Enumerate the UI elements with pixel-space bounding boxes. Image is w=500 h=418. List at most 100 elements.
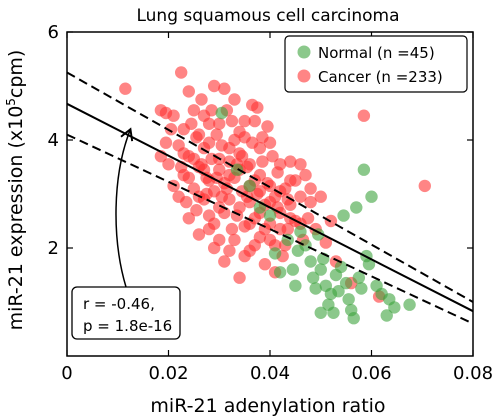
data-point (235, 150, 249, 163)
data-point (215, 106, 228, 120)
data-point (327, 306, 340, 319)
legend-marker-cancer (297, 69, 311, 83)
data-point (233, 201, 246, 214)
data-point (334, 260, 348, 274)
data-point (164, 123, 178, 136)
data-point (261, 177, 274, 190)
data-point (246, 98, 259, 112)
y-tick-label: 2 (48, 238, 59, 259)
data-point (286, 263, 300, 276)
annotation-arrow (115, 127, 134, 288)
data-point (172, 190, 185, 203)
data-point (162, 158, 175, 171)
legend-label-cancer: Cancer (n =233) (318, 68, 443, 86)
data-point (223, 244, 236, 257)
data-point (273, 158, 287, 171)
data-point (210, 128, 223, 141)
data-point (159, 136, 173, 149)
data-point (256, 155, 269, 168)
data-point (218, 206, 231, 220)
data-point (304, 255, 317, 268)
data-point (284, 174, 297, 187)
annotation-line-p: p = 1.8e-16 (83, 317, 172, 335)
data-point (284, 155, 297, 168)
y-axis-label-tail: cpm) (5, 50, 27, 98)
data-point (200, 187, 213, 201)
x-axis-label: miR-21 adenylation ratio (150, 395, 385, 417)
confidence-line-lower (67, 133, 473, 325)
annotation-box (71, 286, 181, 340)
annotation: r = -0.46, p = 1.8e-16 (71, 127, 181, 340)
data-point (233, 271, 246, 284)
annotation-line-r: r = -0.46, (83, 295, 155, 313)
data-point (253, 141, 267, 155)
data-point (218, 255, 231, 268)
data-point (388, 301, 401, 314)
data-point (251, 187, 264, 201)
y-axis-label-exponent: 5 (4, 98, 18, 106)
plot-area: 0 0.02 0.04 0.06 0.08 2 4 6 Normal (n =45) Cancer… (48, 22, 493, 384)
data-point (213, 117, 226, 130)
data-point (228, 93, 241, 106)
data-point (202, 222, 216, 236)
data-point (268, 247, 282, 260)
data-point (289, 279, 302, 292)
x-tick-label: 0.06 (351, 363, 391, 384)
data-point (357, 163, 371, 176)
data-point (192, 228, 206, 241)
data-point (261, 120, 274, 133)
data-point (342, 293, 355, 306)
y-axis-label: miR-21 expression (x105cpm) (4, 50, 27, 331)
data-point (177, 147, 190, 160)
data-point (182, 85, 195, 98)
data-point (215, 190, 228, 203)
x-tick-label: 0.02 (148, 363, 188, 384)
data-point (230, 163, 244, 176)
data-point (119, 82, 132, 95)
data-point (294, 225, 307, 238)
data-point (403, 298, 416, 311)
data-point (248, 239, 261, 252)
x-tick-label: 0 (61, 363, 72, 384)
data-point (380, 309, 393, 322)
y-tick-label: 6 (48, 22, 59, 43)
data-point (228, 233, 241, 247)
data-point (187, 104, 201, 117)
regression-line (67, 102, 473, 313)
data-point (355, 282, 368, 295)
data-point (174, 66, 188, 79)
data-point (223, 141, 236, 155)
data-point (243, 179, 256, 193)
data-point (281, 193, 294, 206)
data-point (299, 168, 312, 182)
data-point (238, 131, 251, 144)
data-point (304, 182, 317, 195)
y-axis-label-main: miR-21 expression (x10 (5, 106, 27, 331)
data-point (195, 93, 208, 106)
data-point (213, 233, 226, 247)
data-point (248, 114, 261, 128)
data-point (350, 201, 363, 214)
data-point (238, 249, 251, 263)
data-point (357, 109, 371, 122)
data-point (306, 271, 320, 284)
data-point (192, 128, 206, 141)
chart-title: Lung squamous cell carcinoma (136, 6, 399, 26)
data-point (362, 258, 376, 271)
data-point (314, 263, 327, 276)
data-point (225, 222, 239, 236)
series-normal (215, 106, 416, 325)
data-point (195, 158, 208, 171)
data-point (418, 179, 431, 193)
data-point (319, 236, 333, 249)
data-point (167, 109, 180, 122)
data-point (294, 158, 307, 171)
data-point (218, 82, 231, 95)
data-point (299, 239, 312, 252)
data-point (273, 266, 287, 279)
data-point (273, 222, 287, 236)
data-point (190, 204, 203, 217)
legend: Normal (n =45) Cancer (n =233) (284, 35, 468, 93)
data-point (347, 312, 360, 325)
